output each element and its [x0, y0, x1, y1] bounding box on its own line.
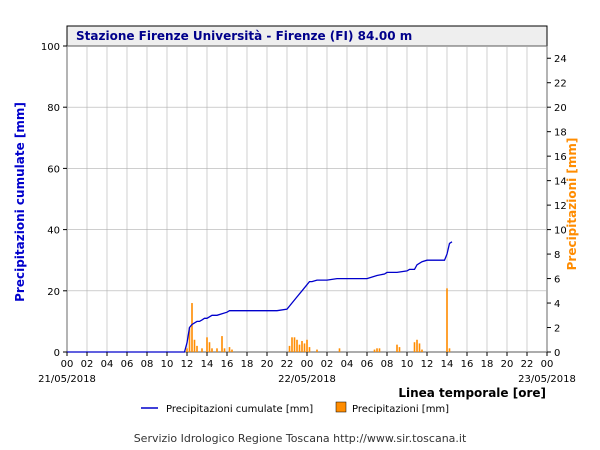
precipitation-bar	[378, 348, 381, 352]
x-tick-label: 14	[201, 359, 214, 370]
x-tick-label: 18	[481, 359, 494, 370]
x-tick-label: 16	[461, 359, 474, 370]
precipitation-bars	[186, 288, 451, 352]
y-right-tick-label: 18	[554, 128, 567, 139]
precipitation-bar	[398, 347, 401, 352]
x-tick-label: 14	[441, 359, 454, 370]
y-right-tick-label: 8	[554, 250, 560, 261]
precipitation-bar	[228, 347, 231, 352]
y-right-tick-label: 12	[554, 201, 567, 212]
y-left-tick-label: 20	[47, 287, 60, 298]
precipitation-bar	[211, 348, 213, 352]
precipitation-bar	[208, 342, 211, 352]
y-left-tick-label: 0	[54, 348, 60, 359]
y-right-tick-label: 10	[554, 226, 567, 237]
x-tick-label: 12	[421, 359, 434, 370]
y-right-tick-label: 4	[554, 299, 560, 310]
x-tick-label: 10	[161, 359, 174, 370]
x-tick-label: 10	[401, 359, 414, 370]
precipitation-bar	[201, 348, 203, 352]
precipitation-bar	[291, 337, 293, 352]
x-tick-label: 12	[181, 359, 194, 370]
x-tick-label: 04	[341, 359, 354, 370]
precipitation-bar	[373, 349, 376, 352]
y-right-tick-label: 22	[554, 79, 567, 90]
x-axis-title: Linea temporale [ore]	[398, 386, 546, 400]
x-tick-label: 04	[101, 359, 114, 370]
x-tick-label: 00	[301, 359, 314, 370]
precipitation-bar	[186, 348, 188, 352]
precipitation-bar	[306, 339, 308, 352]
y-right-tick-label: 0	[554, 348, 560, 359]
cumulative-series-line	[67, 241, 453, 353]
x-tick-label: 20	[501, 359, 514, 370]
x-tick-label: 06	[121, 359, 134, 370]
precipitation-bar	[206, 337, 208, 352]
precipitation-bar	[223, 348, 226, 352]
legend-label-precipitation: Precipitazioni [mm]	[352, 404, 449, 415]
x-tick-label: 02	[321, 359, 334, 370]
x-tick-label: 22	[521, 359, 534, 370]
x-tick-label: 20	[261, 359, 274, 370]
precipitation-bar	[316, 349, 318, 352]
precipitation-bar	[296, 339, 298, 352]
legend-bar-swatch	[335, 401, 347, 413]
x-tick-label: 00	[541, 359, 554, 370]
date-label: 23/05/2018	[518, 374, 576, 385]
y-right-tick-label: 14	[554, 177, 567, 188]
x-tick-label: 02	[81, 359, 94, 370]
chart-title: Stazione Firenze Università - Firenze (F…	[76, 29, 412, 43]
y-right-tick-label: 6	[554, 275, 560, 286]
y-left-tick-label: 80	[47, 103, 60, 114]
y-left-tick-label: 60	[47, 164, 60, 175]
precipitation-bar	[421, 349, 423, 352]
precipitation-bar	[303, 343, 306, 352]
precipitation-bar	[416, 339, 418, 352]
x-tick-label: 16	[221, 359, 234, 370]
precipitation-bar	[288, 345, 291, 352]
x-tick-label: 22	[281, 359, 294, 370]
precipitation-chart: Stazione Firenze Università - Firenze (F…	[13, 25, 579, 415]
legend: Precipitazioni cumulate [mm] Precipitazi…	[141, 401, 449, 415]
precipitation-bar	[338, 348, 341, 352]
date-label: 21/05/2018	[38, 374, 96, 385]
precipitation-bar	[376, 348, 378, 352]
precipitation-bar	[308, 347, 311, 352]
precipitation-bar	[221, 336, 223, 352]
right-axis-label: Precipitazioni [mm]	[565, 138, 579, 271]
x-tick-label: 08	[381, 359, 394, 370]
precipitation-bar	[293, 337, 296, 352]
precipitation-bar	[196, 345, 198, 352]
y-right-tick-label: 2	[554, 324, 560, 335]
precipitation-bar	[301, 340, 303, 352]
date-label: 22/05/2018	[278, 374, 336, 385]
y-right-tick-label: 16	[554, 152, 567, 163]
precipitation-bar	[188, 327, 191, 352]
precipitation-bar	[448, 348, 451, 352]
footer-credit: Servizio Idrologico Regione Toscana http…	[133, 432, 467, 445]
precipitation-bar	[418, 343, 421, 352]
precipitation-bar	[298, 344, 301, 352]
precipitation-bar	[193, 339, 196, 352]
y-left-tick-label: 100	[41, 42, 60, 53]
gridlines	[66, 45, 548, 353]
axes: 00 02 04 06 08 10 12 14 16 18 20 22 00 02 04 06 08 10 12 14…	[38, 42, 576, 385]
precipitation-bar	[413, 342, 416, 352]
precipitation-bar	[231, 349, 233, 352]
left-axis-label: Precipitazioni cumulate [mm]	[13, 102, 27, 302]
x-tick-label: 08	[141, 359, 154, 370]
x-tick-label: 18	[241, 359, 254, 370]
precipitation-bar	[191, 303, 193, 352]
y-right-tick-label: 20	[554, 103, 567, 114]
y-right-tick-label: 24	[554, 54, 567, 65]
precipitation-bar	[216, 348, 218, 352]
x-tick-label: 06	[361, 359, 374, 370]
precipitation-bar	[446, 288, 448, 352]
precipitation-bar	[396, 344, 398, 352]
y-left-tick-label: 40	[47, 226, 60, 237]
legend-label-cumulative: Precipitazioni cumulate [mm]	[166, 404, 313, 415]
x-tick-label: 00	[61, 359, 74, 370]
